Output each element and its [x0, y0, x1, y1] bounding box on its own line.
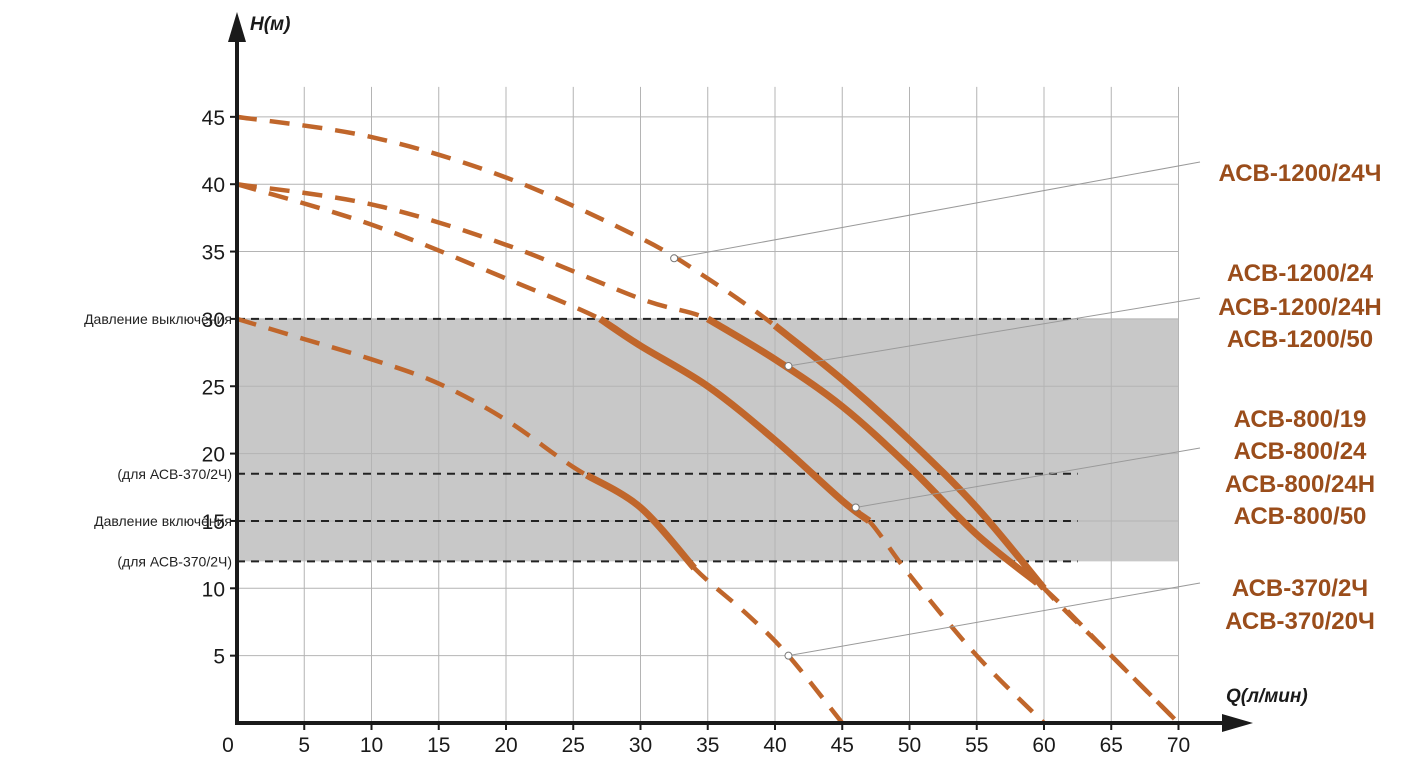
- x-tick-label: 30: [629, 734, 652, 757]
- x-axis-arrow: [1222, 714, 1253, 732]
- callout-line: [855, 447, 1201, 508]
- model-label: АСВ-1200/24Ч: [1218, 160, 1381, 187]
- tick-labels-layer: 0 5 10 15 20 25 30 35 40 45 50 55 60 65 70 5 10 15 20 25 30 3…: [202, 107, 1191, 757]
- callout-marker: [851, 503, 860, 512]
- model-label: АСВ-1200/50: [1227, 326, 1373, 353]
- callout-marker: [784, 651, 793, 660]
- x-axis-title: Q(л/мин): [1226, 686, 1308, 707]
- model-label: АСВ-370/20Ч: [1225, 608, 1375, 635]
- callout-marker: [784, 362, 793, 371]
- y-tick-label: 20: [202, 444, 225, 467]
- callout-line: [788, 582, 1201, 657]
- model-label: АСВ-800/50: [1234, 503, 1367, 530]
- x-tick-label: 35: [696, 734, 719, 757]
- model-label: АСВ-800/24: [1234, 438, 1367, 465]
- model-label: АСВ-1200/24Н: [1218, 294, 1381, 321]
- x-tick-label: 65: [1100, 734, 1123, 757]
- x-tick-label: 50: [898, 734, 921, 757]
- y-tick-label: 35: [202, 242, 225, 265]
- model-label: АСВ-1200/24: [1227, 260, 1374, 287]
- callout-line: [788, 297, 1201, 367]
- curve-solid-1: [772, 322, 1047, 591]
- side-labels-layer: Давление выключения (для АСВ-370/2Ч) Давле…: [84, 311, 232, 569]
- x-tick-label: 25: [562, 734, 585, 757]
- model-label: АСВ-800/24Н: [1225, 471, 1375, 498]
- model-labels-layer: АСВ-1200/24Ч АСВ-1200/24 АСВ-1200/24Н АСВ-1…: [1218, 160, 1381, 635]
- y-tick-label: 15: [202, 511, 225, 534]
- curve-solid-3: [598, 315, 872, 524]
- callout-marker: [670, 254, 679, 263]
- y-tick-label: 30: [202, 309, 225, 332]
- callouts-layer: [670, 161, 1201, 660]
- x-tick-label: 70: [1167, 734, 1190, 757]
- y-axis-arrow: [228, 12, 246, 42]
- model-label: АСВ-800/19: [1234, 406, 1367, 433]
- x-tick-label: 5: [298, 734, 310, 757]
- reference-line-label: Давление выключения: [84, 311, 232, 327]
- curve-solid-4: [584, 472, 697, 571]
- y-tick-label: 5: [213, 646, 225, 669]
- x-tick-label: 55: [965, 734, 988, 757]
- y-axis-title: H(м): [250, 14, 290, 35]
- y-tick-label: 25: [202, 376, 225, 399]
- x-tick-label: 20: [494, 734, 517, 757]
- reference-line-label: Давление включения: [94, 513, 232, 529]
- curve-dashed-4: [236, 316, 845, 725]
- curve-dashed-2: [236, 181, 1181, 725]
- x-tick-label: 45: [831, 734, 854, 757]
- x-tick-label: 10: [360, 734, 383, 757]
- curves-layer: [236, 114, 1181, 725]
- reference-line-label: (для АСВ-370/2Ч): [117, 553, 232, 569]
- model-label: АСВ-370/2Ч: [1232, 575, 1368, 602]
- y-tick-label: 10: [202, 578, 225, 601]
- axes-layer: [228, 12, 1253, 732]
- y-tick-label: 45: [202, 107, 225, 130]
- curve-solid-2: [705, 315, 1040, 586]
- x-tick-label: 60: [1032, 734, 1055, 757]
- x-tick-label: 0: [222, 734, 234, 757]
- x-tick-label: 40: [763, 734, 786, 757]
- callout-line: [674, 161, 1201, 259]
- reference-line-label: (для АСВ-370/2Ч): [117, 466, 232, 482]
- y-tick-label: 40: [202, 174, 225, 197]
- x-tick-label: 15: [427, 734, 450, 757]
